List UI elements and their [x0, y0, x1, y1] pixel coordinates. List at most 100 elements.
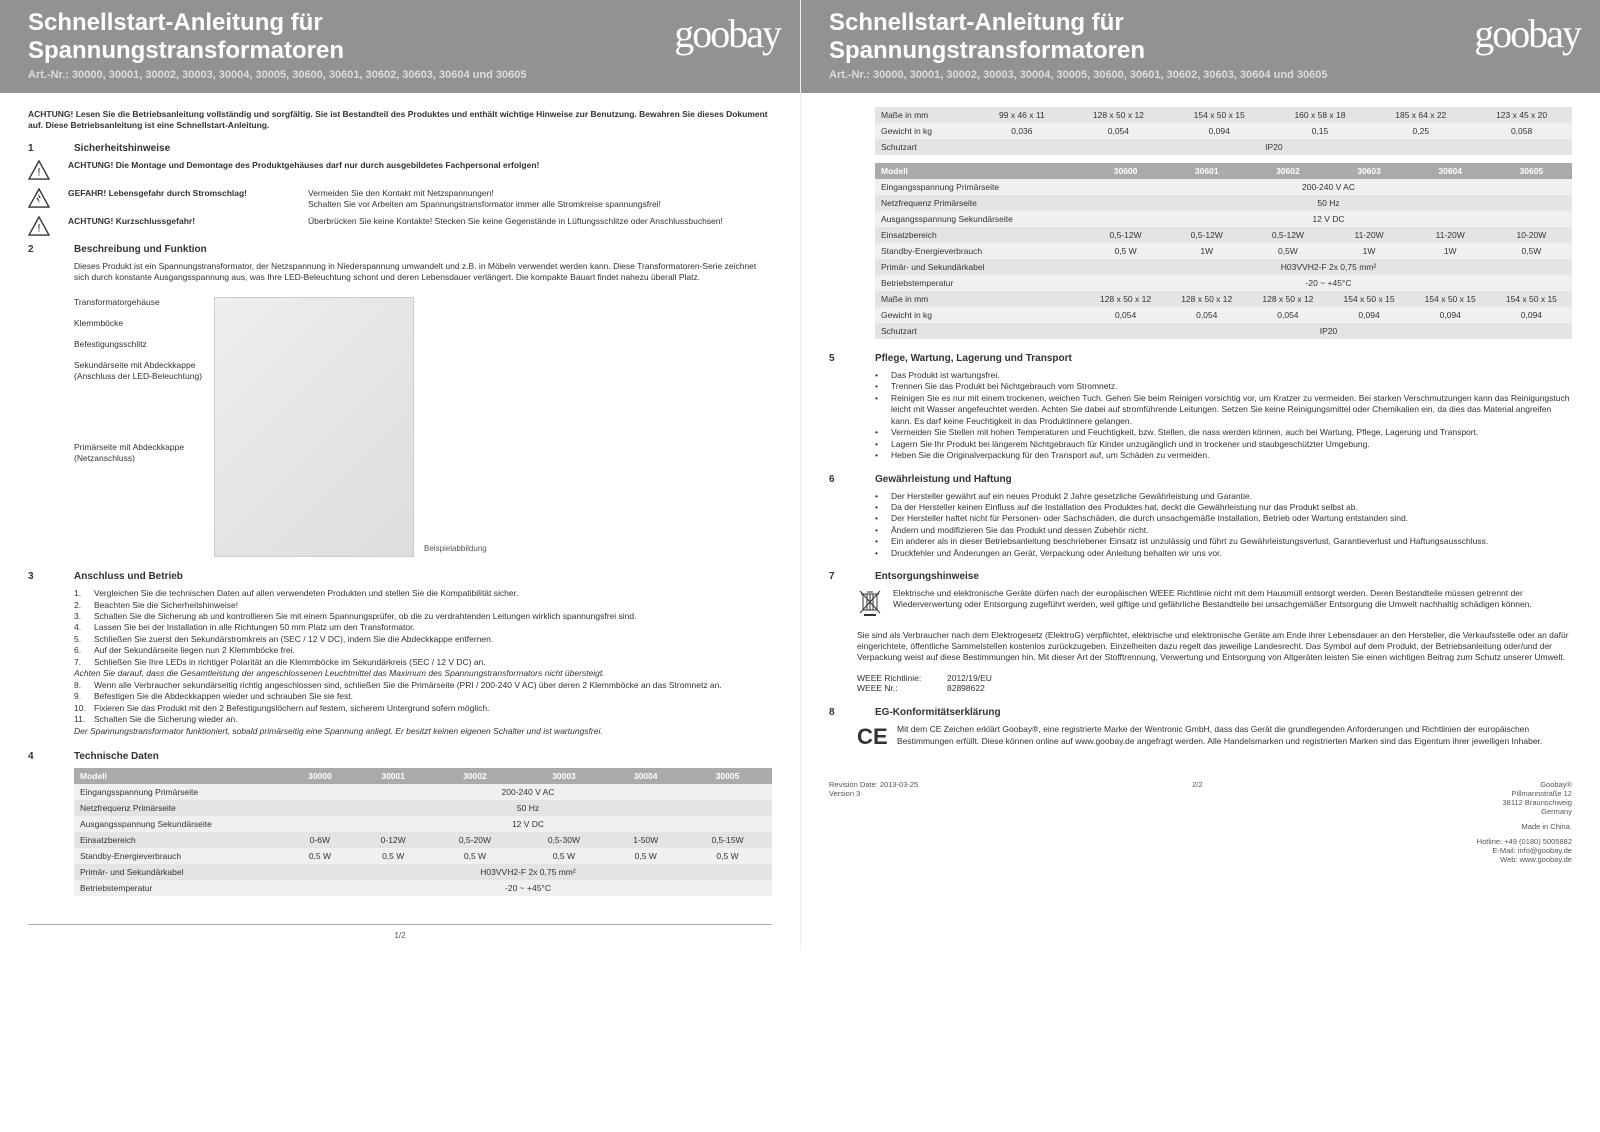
country: Germany [1477, 807, 1572, 816]
section-title-text: Technische Daten [74, 751, 159, 762]
page-1: Schnellstart-Anleitung für Spannungstran… [0, 0, 800, 950]
section-3-list2: 8.Wenn alle Verbraucher sekundärseitig r… [74, 680, 772, 726]
cell: 1W [1328, 243, 1409, 259]
list-text: Schließen Sie zuerst den Sekundärstromkr… [94, 634, 772, 645]
list-num: 6. [74, 645, 94, 656]
page-2: Schnellstart-Anleitung für Spannungstran… [800, 0, 1600, 950]
cell: 1W [1166, 243, 1247, 259]
cell: 1W [1410, 243, 1491, 259]
row-label: Ausgangsspannung Sekundärseite [875, 211, 1085, 227]
section-title-text: Beschreibung und Funktion [74, 244, 207, 255]
row-label: Betriebstemperatur [875, 275, 1085, 291]
row-label: Betriebstemperatur [74, 880, 284, 896]
section-7-title: 7 Entsorgungshinweise [829, 571, 1572, 582]
cell: 154 x 50 x 15 [1410, 291, 1491, 307]
web: Web: www.goobay.de [1477, 855, 1572, 864]
revision-date: Revision Date: 2013-03-25 [829, 780, 918, 789]
list-item: Der Hersteller gewährt auf ein neues Pro… [875, 491, 1572, 502]
row-label: Gewicht in kg [875, 123, 976, 139]
col-header: 30602 [1247, 163, 1328, 179]
svg-text:!: ! [37, 222, 40, 234]
cell: 0,5W [1491, 243, 1572, 259]
section-6-list: Der Hersteller gewährt auf ein neues Pro… [875, 491, 1572, 560]
cell: 0,5W [1247, 243, 1328, 259]
cell: 0,5-30W [519, 832, 608, 848]
cell: 0,054 [1247, 307, 1328, 323]
section-title-text: Entsorgungshinweise [875, 571, 979, 582]
list-text: Schalten Sie die Sicherung ab und kontro… [94, 611, 772, 622]
col-header: Modell [74, 768, 284, 784]
section-1-title: 1 Sicherheitshinweise [28, 143, 772, 154]
article-numbers: Art.-Nr.: 30000, 30001, 30002, 30003, 30… [28, 69, 526, 81]
cell: 0,5-20W [431, 832, 520, 848]
weee-row: Elektrische und elektronische Geräte dür… [857, 588, 1572, 620]
company: Goobay® [1477, 780, 1572, 789]
cell: 0-6W [284, 832, 356, 848]
row-label: Primär- und Sekundärkabel [875, 259, 1085, 275]
cell: 50 Hz [284, 800, 772, 816]
page-number: 1/2 [28, 924, 772, 950]
cell: 123 x 45 x 20 [1471, 107, 1572, 123]
section-2-desc: Dieses Produkt ist ein Spannungstransfor… [74, 261, 772, 283]
cell: H03VVH2-F 2x 0,75 mm² [1085, 259, 1572, 275]
footer-right: Goobay® Pillmannstraße 12 38112 Braunsch… [1477, 780, 1572, 864]
section-num: 1 [28, 143, 74, 154]
list-item: Druckfehler und Änderungen an Gerät, Ver… [875, 548, 1572, 559]
warning-triangle-icon: ! [28, 160, 68, 182]
list-num: 2. [74, 600, 94, 611]
cell: 10-20W [1491, 227, 1572, 243]
cell: 50 Hz [1085, 195, 1572, 211]
list-num: 7. [74, 657, 94, 668]
col-header: 30001 [356, 768, 431, 784]
cell: 0,094 [1491, 307, 1572, 323]
svg-text:!: ! [37, 166, 40, 178]
col-header: 30003 [519, 768, 608, 784]
cell: 12 V DC [1085, 211, 1572, 227]
cell: 0,5-12W [1247, 227, 1328, 243]
section-title-text: Sicherheitshinweise [74, 143, 170, 154]
article-numbers: Art.-Nr.: 30000, 30001, 30002, 30003, 30… [829, 69, 1327, 81]
weee-numbers: WEEE Richtlinie:2012/19/EU WEEE Nr.:8289… [857, 673, 1572, 693]
section-num: 4 [28, 751, 74, 762]
cell: 11-20W [1410, 227, 1491, 243]
list-num: 3. [74, 611, 94, 622]
list-text: Beachten Sie die Sicherheitshinweise! [94, 600, 772, 611]
section-3-italic: Achten Sie darauf, dass die Gesamtleistu… [74, 668, 772, 679]
version: Version 3 [829, 789, 918, 798]
cell: IP20 [1085, 323, 1572, 339]
danger-triangle-icon [28, 188, 68, 210]
col-header: Modell [875, 163, 1085, 179]
list-text: Fixieren Sie das Produkt mit den 2 Befes… [94, 703, 772, 714]
cell: 128 x 50 x 12 [1068, 107, 1169, 123]
warn-left: GEFAHR! Lebensgefahr durch Stromschlag! [68, 188, 308, 210]
diagram-caption: Beispielabbildung [424, 544, 487, 553]
section-5-title: 5 Pflege, Wartung, Lagerung und Transpor… [829, 353, 1572, 364]
cell: 99 x 46 x 11 [976, 107, 1068, 123]
list-item: Heben Sie die Originalverpackung für den… [875, 450, 1572, 461]
cell: 0,5-12W [1085, 227, 1166, 243]
list-item: Da der Hersteller keinen Einfluss auf di… [875, 502, 1572, 513]
cell: 200-240 V AC [284, 784, 772, 800]
cell: -20 ~ +45°C [1085, 275, 1572, 291]
cell: 0,5 W [683, 848, 772, 864]
section-4-title: 4 Technische Daten [28, 751, 772, 762]
row-label: Netzfrequenz Primärseite [875, 195, 1085, 211]
section-3-title: 3 Anschluss und Betrieb [28, 571, 772, 582]
diagram-label: Sekundärseite mit Abdeckkappe (Anschluss… [74, 360, 214, 382]
cell: 128 x 50 x 12 [1166, 291, 1247, 307]
section-num: 5 [829, 353, 875, 364]
row-label: Einsatzbereich [875, 227, 1085, 243]
cell: 0,094 [1169, 123, 1270, 139]
ce-mark-icon: C E [857, 724, 897, 750]
cell: 128 x 50 x 12 [1247, 291, 1328, 307]
cell: 154 x 50 x 15 [1491, 291, 1572, 307]
section-2-title: 2 Beschreibung und Funktion [28, 244, 772, 255]
row-label: Maße in mm [875, 107, 976, 123]
email: E-Mail: info@goobay.de [1477, 846, 1572, 855]
row-label: Gewicht in kg [875, 307, 1085, 323]
list-item: Ändern und modifizieren Sie das Produkt … [875, 525, 1572, 536]
warning-row-3: ! ACHTUNG! Kurzschlussgefahr! Überbrücke… [28, 216, 772, 238]
diagram-label: Befestigungsschlitz [74, 339, 214, 350]
title-line1: Schnellstart-Anleitung für [28, 10, 526, 36]
section-num: 3 [28, 571, 74, 582]
